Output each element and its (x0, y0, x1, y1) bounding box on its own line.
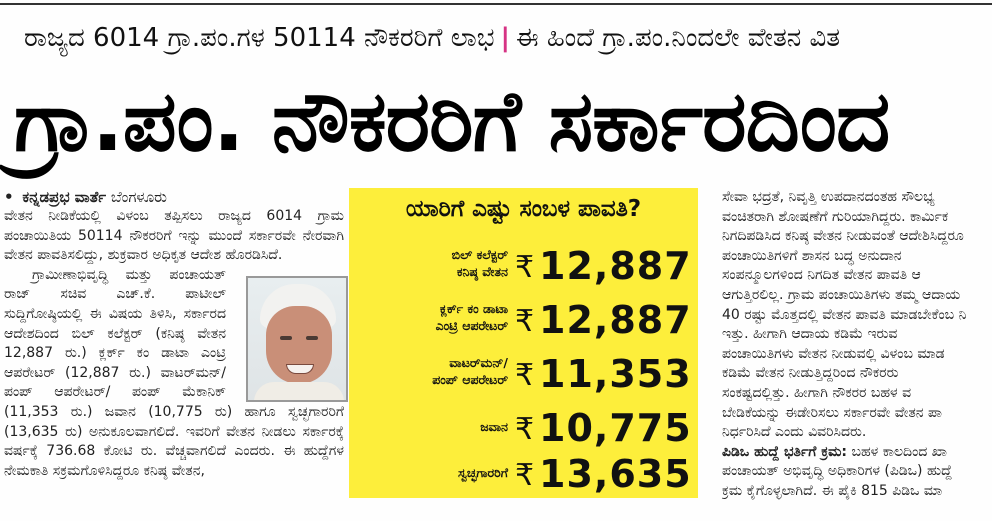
top-rule (0, 3, 992, 5)
label-line-2: ಪಂಪ್ ಆಪರೇಟರ್ (432, 372, 508, 387)
salary-row-clerk: ಕ್ಲರ್ಕ್ ಕಂ ಡಾಟಾ ಎಂಟ್ರಿ ಆಪರೇಟರ್ ₹ 12,887 (349, 296, 698, 346)
subhead: ಪಿಡಿಒ ಹುದ್ದೆ ಭರ್ತಿಗೆ ಕ್ರಮ: (722, 443, 848, 460)
kicker-part1: ರಾಜ್ಯದ 6014 ಗ್ರಾ.ಪಂ.ಗಳ 50114 ನೌಕರರಿಗೆ ಲಾ… (24, 23, 495, 53)
salary-row-cleaner: ಸ್ವಚ್ಛಗಾರರಿಗೆ ₹ 13,635 (349, 450, 698, 500)
right-column: ಸೇವಾ ಭದ್ರತೆ, ನಿವೃತ್ತಿ ಉಪದಾನದಂತಹ ಸೌಲಭ್ಯ ವ… (722, 188, 992, 502)
article-line: ನಿಗದಿಪಡಿಸಿದ ಕನಿಷ್ಠ ವೇತನ ನೀಡುವಂತೆ ಆದೇಶಿಸಿ… (722, 228, 964, 245)
article-line: ಪಂಚಾಯಿತಿಗಳು ವೇತನ ನೀಡುವಲ್ಲಿ ವಿಳಂಬ ಮಾಡ (722, 345, 945, 362)
label-line-1: ಕ್ಲರ್ಕ್ ಕಂ ಡಾಟಾ (439, 301, 508, 316)
salary-row-label: ಕ್ಲರ್ಕ್ ಕಂ ಡಾಟಾ ಎಂಟ್ರಿ ಆಪರೇಟರ್ (358, 300, 508, 334)
article-line: ಸಂಕಷ್ಟದಲ್ಲಿತ್ತು. ಹೀಗಾಗಿ ನೌಕರರ ಬಹಳ ವ (722, 384, 912, 401)
rupee-icon: ₹ (515, 458, 535, 493)
bullet-icon: • (4, 188, 14, 206)
article-line: ಇತ್ತು. ಹೀಗಾಗಿ ಆದಾಯ ಕಡಿಮೆ ಇರುವ (722, 326, 898, 343)
salary-row-label: ಬಿಲ್ ಕಲೆಕ್ಟರ್ ಕನಿಷ್ಠ ವೇತನ (358, 246, 508, 280)
salary-row-label: ಜವಾನ (480, 419, 508, 434)
article-line: ನಿರ್ಧರಿಸಿದೆ ಎಂದು ವಿವರಿಸಿದರು. (722, 424, 867, 441)
article-line: ಸೇವಾ ಭದ್ರತೆ, ನಿವೃತ್ತಿ ಉಪದಾನದಂತಹ ಸೌಲಭ್ಯ (722, 189, 935, 205)
label-line-1: ಬಿಲ್ ಕಲೆಕ್ಟರ್ (451, 247, 508, 262)
label-line-1: ವಾಟರ್‌ಮನ್/ (449, 355, 508, 370)
article-line: ಕಡಿಮೆ ವೇತನ ನೀಡುತ್ತಿದ್ದರಿಂದ ನೌಕರರು (722, 365, 899, 382)
salary-box: ಯಾರಿಗೆ ಎಷ್ಟು ಸಂಬಳ ಪಾವತಿ? ಬಿಲ್ ಕಲೆಕ್ಟರ್ ಕ… (349, 188, 698, 498)
article-line: 40 ರಷ್ಟು ಮೊತ್ತದಲ್ಲಿ ವೇತನ ಪಾವತಿ ಮಾಡಬೇಕೆಂಬ… (722, 306, 967, 323)
rupee-icon: ₹ (515, 304, 535, 339)
article-line: ಕ್ರಮ ಕೈಗೊಳ್ಳಲಾಗಿದೆ. ಈ ಪೈಕಿ 815 ಪಿಡಿಒ ಮಾ (722, 482, 943, 499)
article-line: ಪಂಚಾಯತ್ ಅಭಿವೃದ್ಧಿ ಅಧಿಕಾರಿಗಳ (ಪಿಡಿಒ) ಹುದ್… (722, 463, 953, 480)
salary-row-jawana: ಜವಾನ ₹ 10,775 (349, 404, 698, 454)
photo-collar (254, 382, 344, 400)
article-line: ವಂಚಿತರಾಗಿ ಶೋಷಣೆಗೆ ಗುರಿಯಾಗಿದ್ದರು. ಕಾರ್ಮಿಕ (722, 208, 949, 225)
article-line: ಪಂಚಾಯಿತಿಗಳಿಗೆ ಶಾಸನ ಬದ್ಧ ಅನುದಾನ (722, 247, 902, 264)
salary-row-bill-collector: ಬಿಲ್ ಕಲೆಕ್ಟರ್ ಕನಿಷ್ಠ ವೇತನ ₹ 12,887 (349, 242, 698, 292)
portrait-photo (246, 276, 348, 402)
salary-row-label: ಸ್ವಚ್ಛಗಾರರಿಗೆ (457, 465, 508, 480)
salary-amount: 11,353 (539, 352, 692, 396)
salary-row-waterman: ವಾಟರ್‌ಮನ್/ ಪಂಪ್ ಆಪರೇಟರ್ ₹ 11,353 (349, 350, 698, 400)
article-paragraph-1: ವೇತನ ನೀಡಿಕೆಯಲ್ಲಿ ವಿಳಂಬ ತಪ್ಪಿಸಲು ರಾಜ್ಯದ 6… (4, 208, 344, 264)
byline: • ಕನ್ನಡಪ್ರಭ ವಾರ್ತೆ ಬೆಂಗಳೂರು (4, 188, 344, 207)
article-line: ಸಂಪನ್ಮೂಲಗಳಿಂದ ನಿಗದಿತ ವೇತನ ಪಾವತಿ ಆ (722, 267, 921, 284)
byline-publication: ಕನ್ನಡಪ್ರಭ ವಾರ್ತೆ (22, 188, 107, 206)
article-line: ಆಗುತ್ತಿರಲಿಲ್ಲ. ಗ್ರಾಮ ಪಂಚಾಯಿತಿಗಳು ತಮ್ಮ ಆದ… (722, 286, 961, 303)
left-column: • ಕನ್ನಡಪ್ರಭ ವಾರ್ತೆ ಬೆಂಗಳೂರು ವೇತನ ನೀಡಿಕೆಯ… (4, 188, 344, 481)
article-line: ಬೇಡಿಕೆಯನ್ನು ಈಡೇರಿಸಲು ಸರ್ಕಾರವೇ ವೇತನ ಪಾ (722, 404, 942, 421)
label-line-2: ಕನಿಷ್ಠ ವೇತನ (456, 264, 508, 279)
photo-eye-right (306, 336, 318, 340)
kicker-separator: | (500, 23, 510, 53)
label-line-2: ಎಂಟ್ರಿ ಆಪರೇಟರ್ (435, 318, 508, 333)
salary-amount: 12,887 (539, 244, 692, 288)
byline-place: ಬೆಂಗಳೂರು (110, 188, 167, 206)
salary-amount: 12,887 (539, 298, 692, 342)
rupee-icon: ₹ (515, 358, 535, 393)
kicker-line: ರಾಜ್ಯದ 6014 ಗ್ರಾ.ಪಂ.ಗಳ 50114 ನೌಕರರಿಗೆ ಲಾ… (24, 22, 840, 54)
salary-amount: 13,635 (539, 452, 692, 496)
kicker-part2: ಈ ಹಿಂದೆ ಗ್ರಾ.ಪಂ.ನಿಂದಲೇ ವೇತನ ವಿತ (515, 23, 841, 53)
article-paragraph-2: ಗ್ರಾಮೀಣಾಭಿವೃದ್ಧಿ ಮತ್ತು ಪಂಚಾಯತ್ ರಾಜ್ ಸಚಿವ… (4, 266, 344, 479)
subhead-line: ಪಿಡಿಒ ಹುದ್ದೆ ಭರ್ತಿಗೆ ಕ್ರಮ: ಬಹಳ ಕಾಲದಿಂದ ಖ… (722, 443, 992, 463)
rupee-icon: ₹ (515, 412, 535, 447)
salary-box-title: ಯಾರಿಗೆ ಎಷ್ಟು ಸಂಬಳ ಪಾವತಿ? (405, 196, 642, 222)
rupee-icon: ₹ (515, 250, 535, 285)
salary-row-label: ವಾಟರ್‌ಮನ್/ ಪಂಪ್ ಆಪರೇಟರ್ (358, 354, 508, 388)
subhead-text: ಬಹಳ ಕಾಲದಿಂದ ಖಾ (851, 443, 947, 460)
headline: ಗ್ರಾ.ಪಂ. ನೌಕರರಿಗೆ ಸರ್ಕಾರದಿಂದ (14, 72, 890, 170)
photo-eye-left (280, 336, 292, 340)
salary-amount: 10,775 (539, 406, 692, 450)
